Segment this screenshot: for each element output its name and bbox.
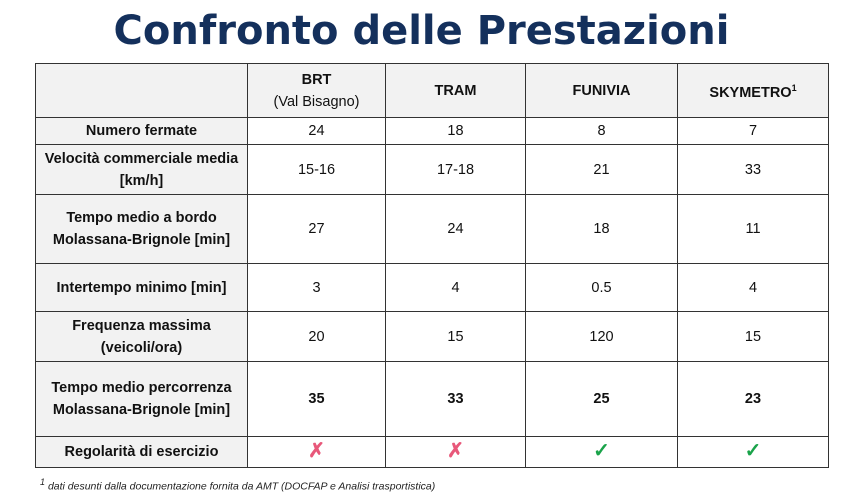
check-icon: ✓ [593,440,610,462]
table-row: Velocità commerciale media [km/h] 15-16 17… [35,144,829,195]
table-row: Tempo medio percorrenza Molassana-Brigno… [35,361,829,437]
row-label: Numero fermate [35,117,248,145]
table-row: Tempo medio a bordo Molassana-Brignole [… [35,194,829,264]
table-cell: 15 [677,311,829,362]
footnote-ref: 1 [791,83,797,94]
table-cell: 8 [525,117,678,145]
table-row: Frequenza massima (veicoli/ora) 20 15 120 15 [35,311,829,362]
header-row: BRT (Val Bisagno) TRAM FUNIVIA SKYMETRO1 [35,63,829,118]
table-cell: 3 [247,263,386,312]
column-header-tram: TRAM [385,63,526,118]
table-cell: 18 [385,117,526,145]
cross-icon: ✗ [447,440,464,462]
table-cell: ✓ [525,436,678,468]
table-row: Regolarità di esercizio ✗ ✗ ✓ ✓ [35,436,829,468]
column-subtitle: (Val Bisagno) [273,93,360,110]
table-cell: 17-18 [385,144,526,195]
table-cell: 21 [525,144,678,195]
footnote-text: dati desunti dalla documentazione fornit… [47,480,436,493]
table-cell: 20 [247,311,386,362]
table-cell: 15 [385,311,526,362]
page-title: Confronto delle Prestazioni [113,8,730,54]
table-cell: 23 [677,361,829,437]
check-icon: ✓ [744,440,762,462]
column-header-funivia: FUNIVIA [525,63,678,118]
footnote-mark: 1 [40,477,46,487]
column-header-brt: BRT (Val Bisagno) [247,63,386,118]
row-label: Velocità commerciale media [km/h] [35,144,248,195]
table-cell: 120 [525,311,678,362]
table-cell: 0.5 [525,263,678,312]
table-cell: 15-16 [247,144,386,195]
table-cell: 27 [247,194,386,264]
table-cell: 4 [677,263,829,312]
table-cell: 33 [677,144,829,195]
footnote: 1 dati desunti dalla documentazione forn… [40,477,435,493]
row-label: Regolarità di esercizio [35,436,248,468]
table-row: Numero fermate 24 18 8 7 [35,117,829,145]
table-cell: 33 [385,361,526,437]
column-name: BRT [301,71,332,88]
table-cell: 7 [677,117,829,145]
table-cell: 11 [677,194,829,264]
comparison-table: BRT (Val Bisagno) TRAM FUNIVIA SKYMETRO1 … [35,63,829,468]
header-empty-cell [35,63,248,118]
table-cell: 24 [247,117,386,145]
table-cell: ✗ [385,436,526,468]
row-label: Tempo medio a bordo Molassana-Brignole [… [35,194,248,264]
column-header-skymetro: SKYMETRO1 [677,63,829,118]
row-label: Frequenza massima (veicoli/ora) [35,311,248,362]
column-name: SKYMETRO [709,84,792,101]
table-cell: 4 [385,263,526,312]
cross-icon: ✗ [308,440,325,462]
table-row: Intertempo minimo [min] 3 4 0.5 4 [35,263,829,312]
table-cell: ✗ [247,436,386,468]
row-label: Intertempo minimo [min] [35,263,248,312]
table-cell: 18 [525,194,678,264]
table-cell: 24 [385,194,526,264]
table-cell: 35 [247,361,386,437]
table-cell: 25 [525,361,678,437]
table-cell: ✓ [677,436,829,468]
row-label: Tempo medio percorrenza Molassana-Brigno… [35,361,248,437]
